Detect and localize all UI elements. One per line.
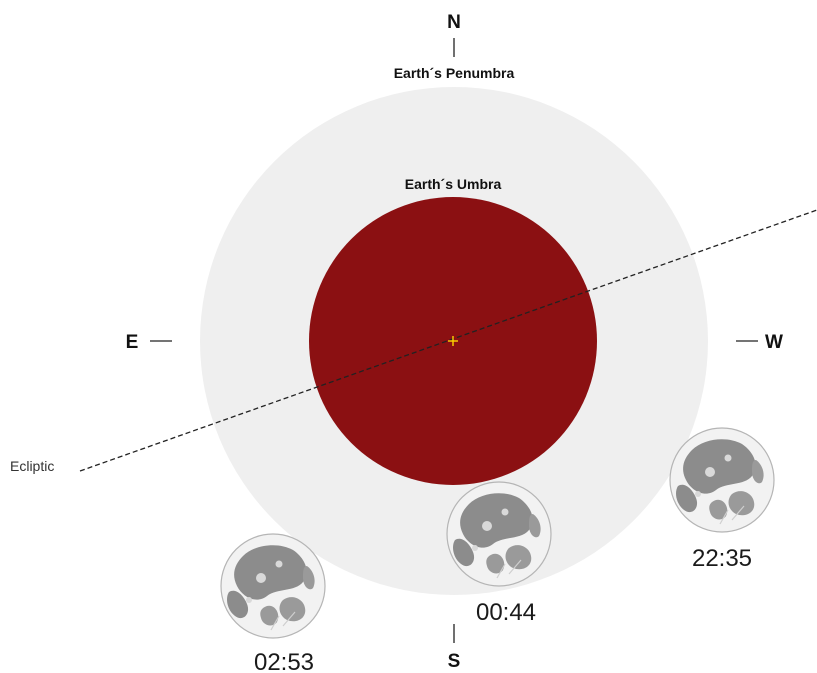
north-label: N <box>447 12 461 33</box>
moon-time-label: 22:35 <box>692 545 752 572</box>
ecliptic-label: Ecliptic <box>10 458 54 474</box>
moon-02-53 <box>220 533 326 639</box>
moon-time-label: 00:44 <box>476 599 536 626</box>
east-label: E <box>126 332 139 353</box>
center-mark <box>448 336 458 346</box>
umbra-label: Earth´s Umbra <box>405 176 502 192</box>
moon-00-44 <box>446 481 552 587</box>
west-label: W <box>765 332 783 353</box>
moon-22-35 <box>669 427 775 533</box>
ecliptic-line <box>79 209 817 472</box>
penumbra-label: Earth´s Penumbra <box>394 65 515 81</box>
moon-time-label: 02:53 <box>254 649 314 673</box>
south-label: S <box>448 651 461 672</box>
